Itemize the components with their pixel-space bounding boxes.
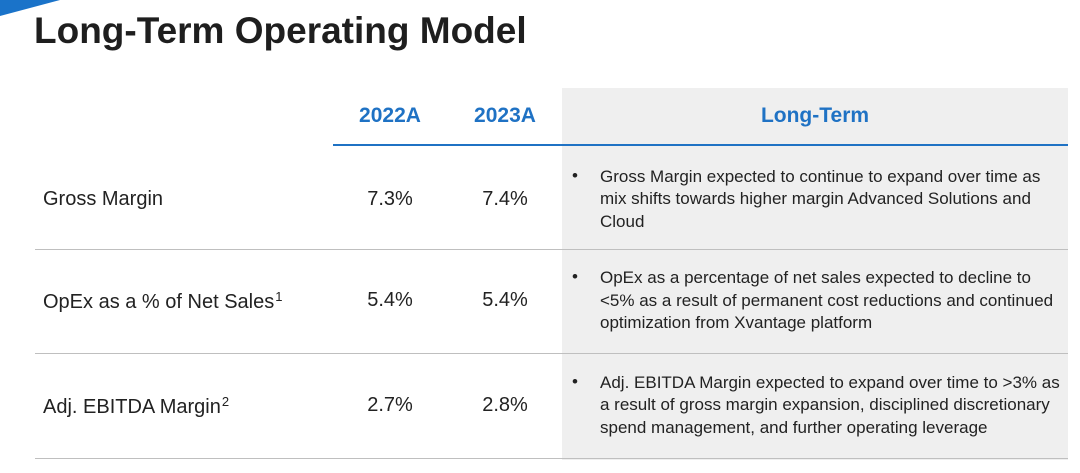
value-cell: 7.4% xyxy=(482,187,528,210)
row-label: OpEx as a % of Net Sales1 xyxy=(43,289,282,314)
long-term-text: OpEx as a percentage of net sales expect… xyxy=(600,268,1054,332)
column-header: 2022A xyxy=(359,104,421,127)
value-cell: 2.8% xyxy=(482,393,528,416)
long-term-column-shade xyxy=(562,88,1068,460)
row-label-text: Adj. EBITDA Margin xyxy=(43,395,221,418)
row-label-text: OpEx as a % of Net Sales xyxy=(43,291,275,313)
bullet: • xyxy=(572,165,578,185)
bullet: • xyxy=(572,267,578,286)
long-term-text: Adj. EBITDA Margin expected to expand ov… xyxy=(600,372,1060,437)
row-divider xyxy=(35,458,1068,459)
header-rule xyxy=(333,144,1068,146)
row-divider xyxy=(35,353,1068,354)
footnote-marker: 1 xyxy=(275,289,283,304)
value-cell: 7.3% xyxy=(367,187,413,210)
row-divider xyxy=(35,249,1068,250)
value-cell: 5.4% xyxy=(482,289,528,311)
slide-title: Long-Term Operating Model xyxy=(34,10,527,51)
value-cell: 5.4% xyxy=(367,289,413,311)
row-label: Gross Margin xyxy=(43,188,163,211)
long-term-text: Gross Margin expected to continue to exp… xyxy=(600,166,1041,231)
column-header: Long-Term xyxy=(760,104,870,127)
row-label: Adj. EBITDA Margin2 xyxy=(43,394,229,419)
footnote-marker: 2 xyxy=(221,393,230,409)
bullet: • xyxy=(572,371,578,391)
column-header: 2023A xyxy=(474,104,536,127)
row-label-text: Gross Margin xyxy=(43,187,164,210)
corner-accent xyxy=(0,0,60,16)
value-cell: 2.7% xyxy=(367,393,413,416)
